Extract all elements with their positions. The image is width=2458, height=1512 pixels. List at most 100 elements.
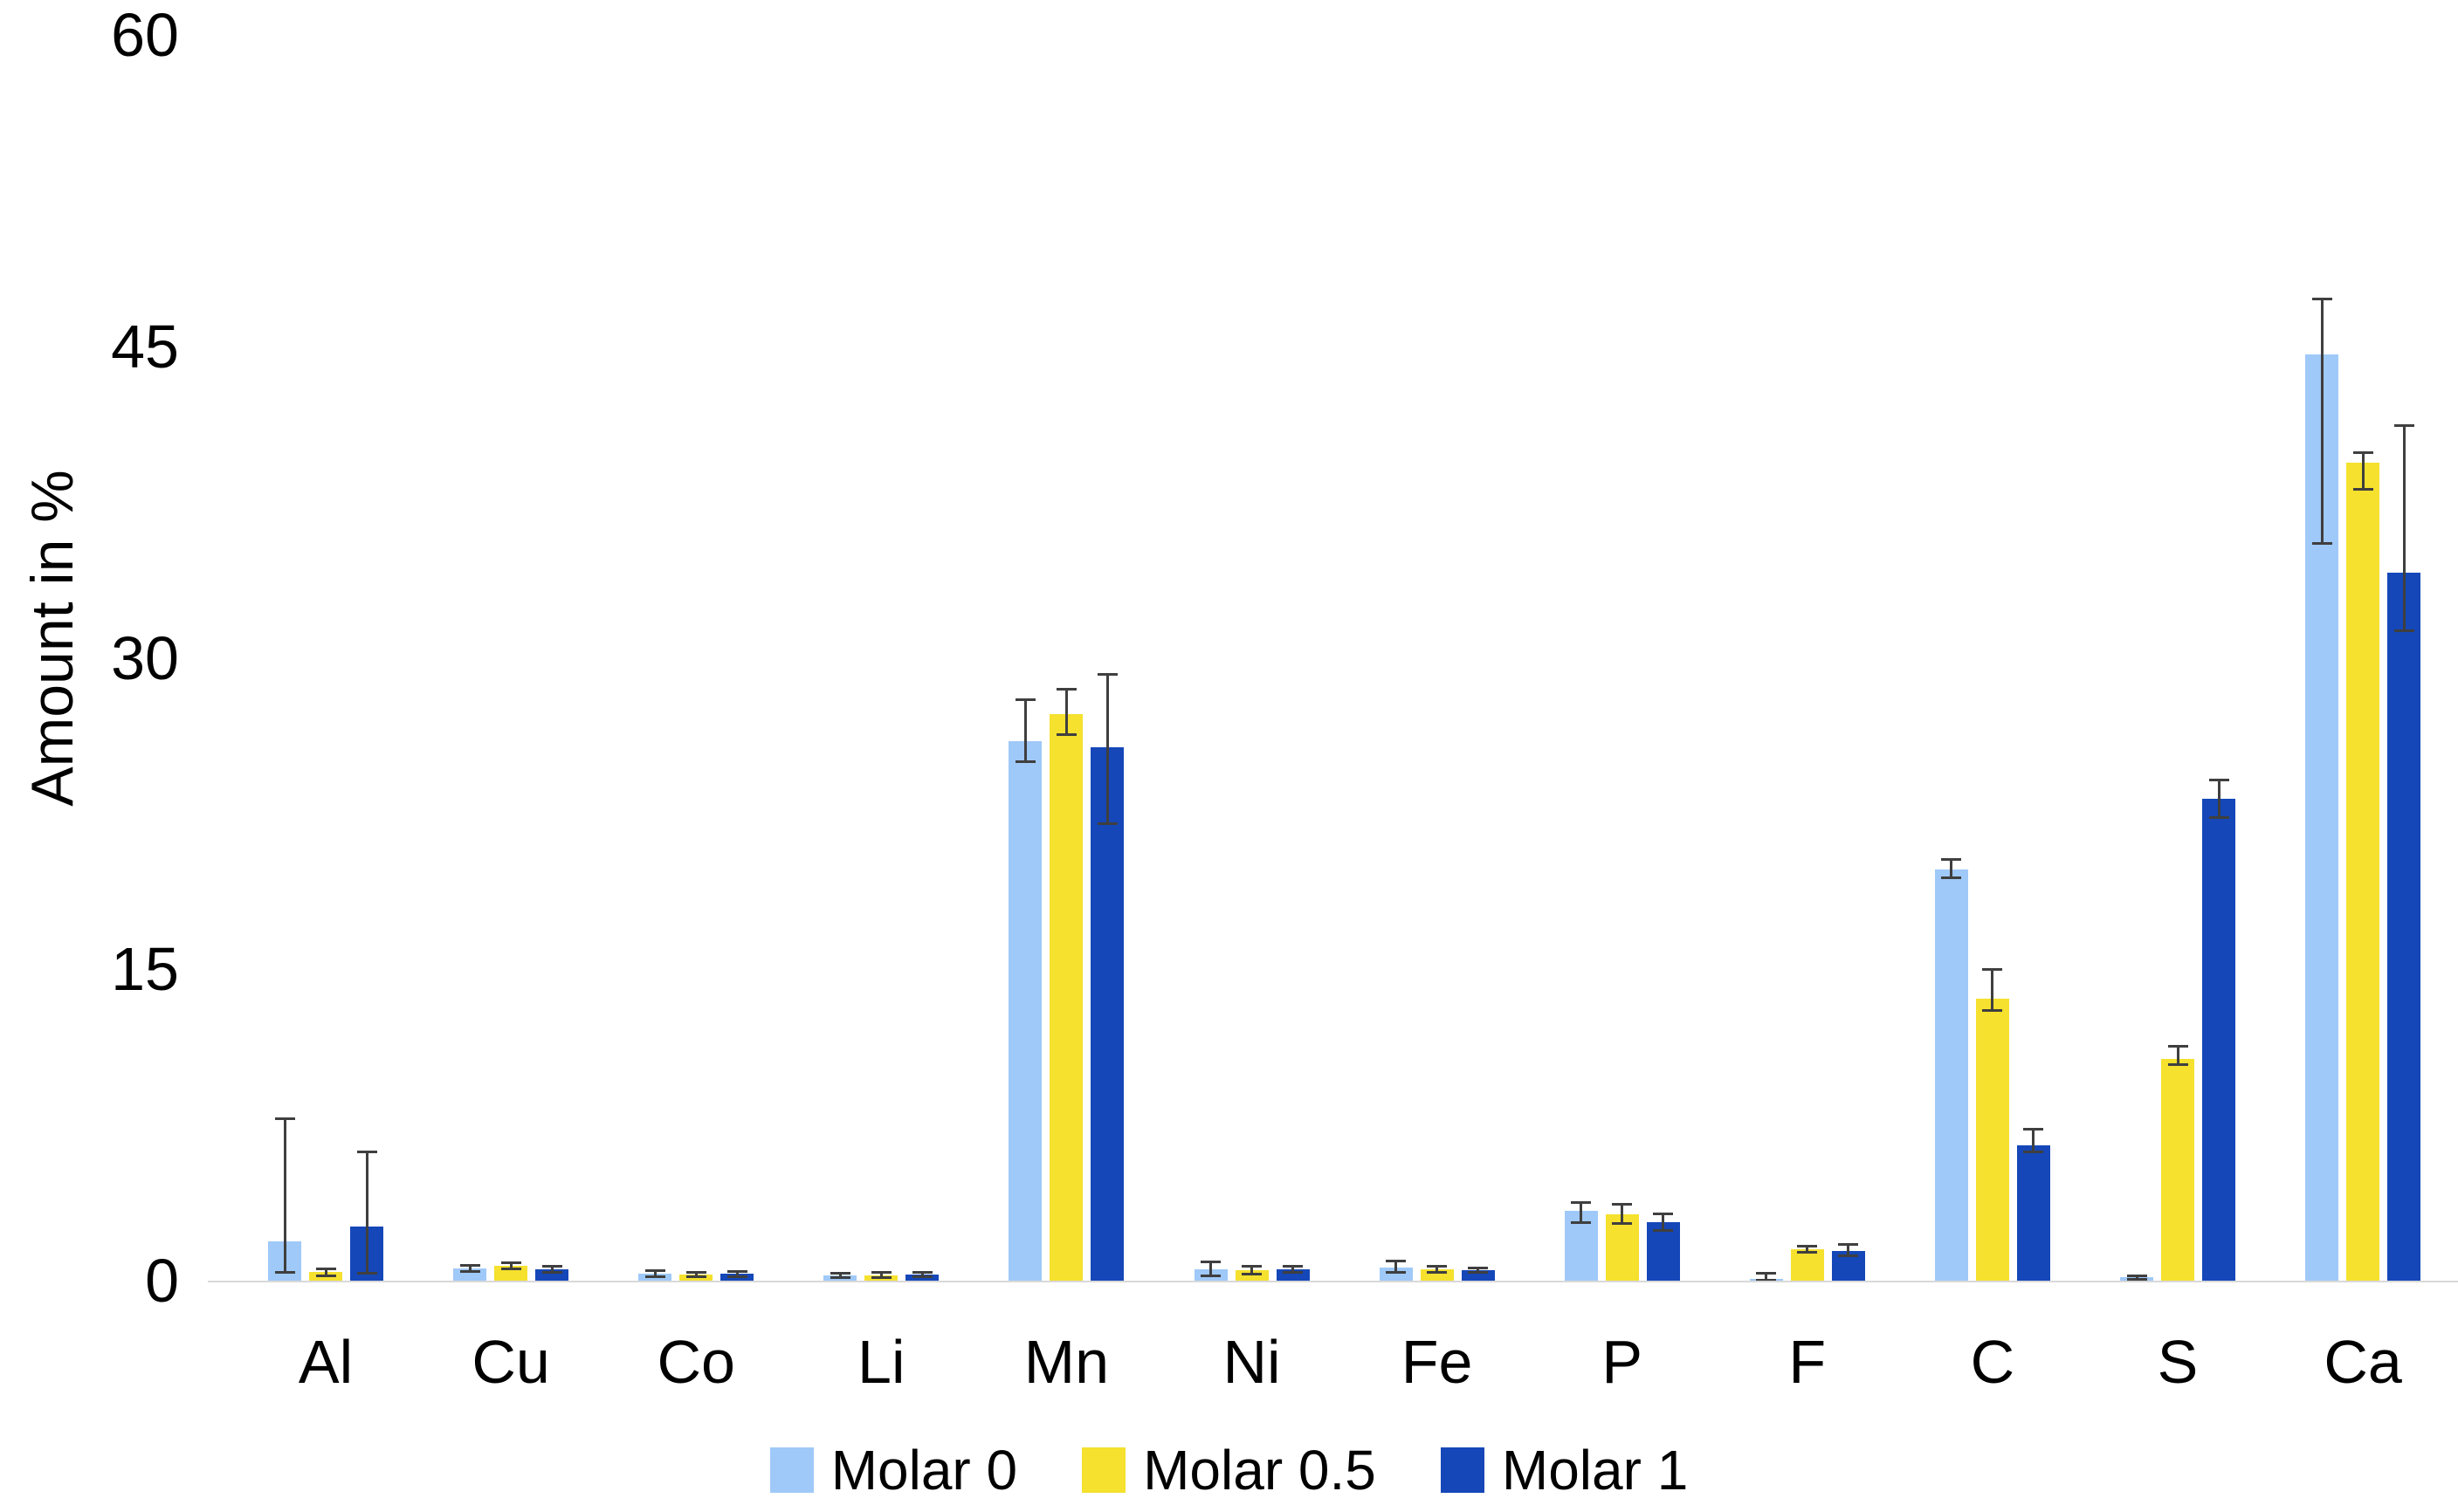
error-bar-cap	[2352, 488, 2373, 491]
error-bar-cap	[1612, 1202, 1633, 1206]
error-bar-cap	[356, 1151, 377, 1154]
error-bar	[1765, 1273, 1768, 1281]
category-label: S	[2157, 1328, 2199, 1396]
bar	[2016, 1145, 2050, 1281]
error-bar-cap	[1056, 733, 1077, 737]
error-bar-cap	[726, 1269, 747, 1273]
error-bar-cap	[500, 1268, 521, 1271]
category-label: Ni	[1222, 1328, 1281, 1396]
error-bar-cap	[1015, 760, 1036, 763]
error-bar-cap	[1612, 1222, 1633, 1226]
category-label: Al	[298, 1328, 354, 1396]
error-bar-cap	[1097, 822, 1118, 826]
error-bar-cap	[2311, 542, 2332, 546]
error-bar-cap	[274, 1270, 295, 1274]
error-bar-cap	[1982, 967, 2003, 971]
error-bar	[1991, 969, 1994, 1011]
error-bar-cap	[459, 1263, 480, 1267]
error-bar-cap	[871, 1271, 892, 1275]
error-bar-cap	[1283, 1270, 1303, 1274]
error-bar-cap	[1242, 1264, 1262, 1268]
error-bar	[1950, 859, 1953, 878]
error-bar-cap	[1386, 1259, 1407, 1262]
error-bar	[1662, 1213, 1665, 1231]
legend-item: Molar 0	[769, 1439, 1018, 1502]
error-bar	[283, 1118, 286, 1273]
error-bar-cap	[1653, 1229, 1674, 1233]
error-bar-cap	[1468, 1271, 1489, 1275]
category-label: Co	[657, 1328, 735, 1396]
bar	[1790, 1249, 1824, 1281]
error-bar-cap	[1283, 1264, 1303, 1268]
error-bar-cap	[1097, 673, 1118, 677]
error-bar-cap	[1386, 1270, 1407, 1274]
error-bar-cap	[1941, 876, 1962, 880]
bar	[1050, 713, 1084, 1281]
legend-item: Molar 0.5	[1082, 1440, 1376, 1501]
error-bar-cap	[2126, 1274, 2147, 1277]
error-bar	[2402, 425, 2406, 631]
error-bar-cap	[1201, 1261, 1221, 1264]
y-tick-label: 60	[111, 1, 179, 70]
legend-label: Molar 0	[830, 1439, 1018, 1502]
error-bar-cap	[1756, 1272, 1777, 1275]
error-bar-cap	[315, 1268, 336, 1271]
bar	[2346, 463, 2380, 1281]
error-bar-cap	[2311, 297, 2332, 300]
category-label: Cu	[472, 1328, 550, 1396]
error-bar-cap	[500, 1261, 521, 1265]
error-bar-cap	[2023, 1127, 2044, 1131]
error-bar-cap	[315, 1274, 336, 1277]
error-bar-cap	[685, 1275, 706, 1279]
error-bar	[365, 1151, 368, 1274]
error-bar	[1806, 1246, 1809, 1253]
error-bar-cap	[2167, 1044, 2188, 1048]
legend-swatch-icon	[1440, 1447, 1484, 1493]
error-bar-cap	[1056, 687, 1077, 691]
bar	[1646, 1222, 1680, 1281]
error-bar-cap	[1468, 1266, 1489, 1269]
category-label: Li	[857, 1328, 905, 1396]
legend-item: Molar 1	[1440, 1439, 1689, 1502]
error-bar	[2176, 1046, 2179, 1065]
error-bar	[1209, 1261, 1212, 1276]
error-bar-cap	[1201, 1274, 1221, 1277]
bar	[1091, 746, 1125, 1281]
error-bar	[838, 1273, 842, 1278]
error-bar-cap	[726, 1275, 747, 1278]
y-tick-label: 0	[145, 1247, 179, 1315]
error-bar	[1291, 1266, 1294, 1273]
error-bar	[1105, 674, 1109, 824]
bar	[1934, 869, 1968, 1281]
y-tick-label: 15	[111, 935, 179, 1004]
category-label: Ca	[2324, 1328, 2402, 1396]
error-bar-cap	[1015, 698, 1036, 701]
error-bar-cap	[1797, 1245, 1818, 1248]
error-bar	[879, 1272, 883, 1278]
error-bar-cap	[356, 1272, 377, 1275]
error-bar-cap	[1653, 1213, 1674, 1216]
legend: Molar 0 Molar 0.5 Molar 1	[0, 1428, 2458, 1512]
x-axis-line	[208, 1281, 2458, 1282]
bar	[1605, 1213, 1639, 1281]
error-bar	[1250, 1266, 1253, 1275]
error-bar	[509, 1262, 513, 1269]
bar	[2202, 799, 2235, 1281]
error-bar-cap	[1982, 1009, 2003, 1013]
error-bar-cap	[1838, 1242, 1859, 1246]
error-bar-cap	[1797, 1251, 1818, 1254]
error-bar-cap	[871, 1275, 892, 1279]
error-bar-cap	[2023, 1151, 2044, 1154]
error-bar-cap	[1756, 1279, 1777, 1282]
error-bar	[1847, 1244, 1850, 1256]
error-bar-cap	[644, 1268, 665, 1272]
error-bar-cap	[1427, 1264, 1448, 1268]
error-bar-cap	[274, 1117, 295, 1121]
error-bar	[694, 1272, 698, 1277]
error-bar-cap	[912, 1275, 933, 1278]
bar	[2161, 1058, 2194, 1281]
error-bar	[1621, 1204, 1624, 1224]
error-bar	[2320, 299, 2324, 544]
legend-label: Molar 1	[1501, 1439, 1689, 1502]
